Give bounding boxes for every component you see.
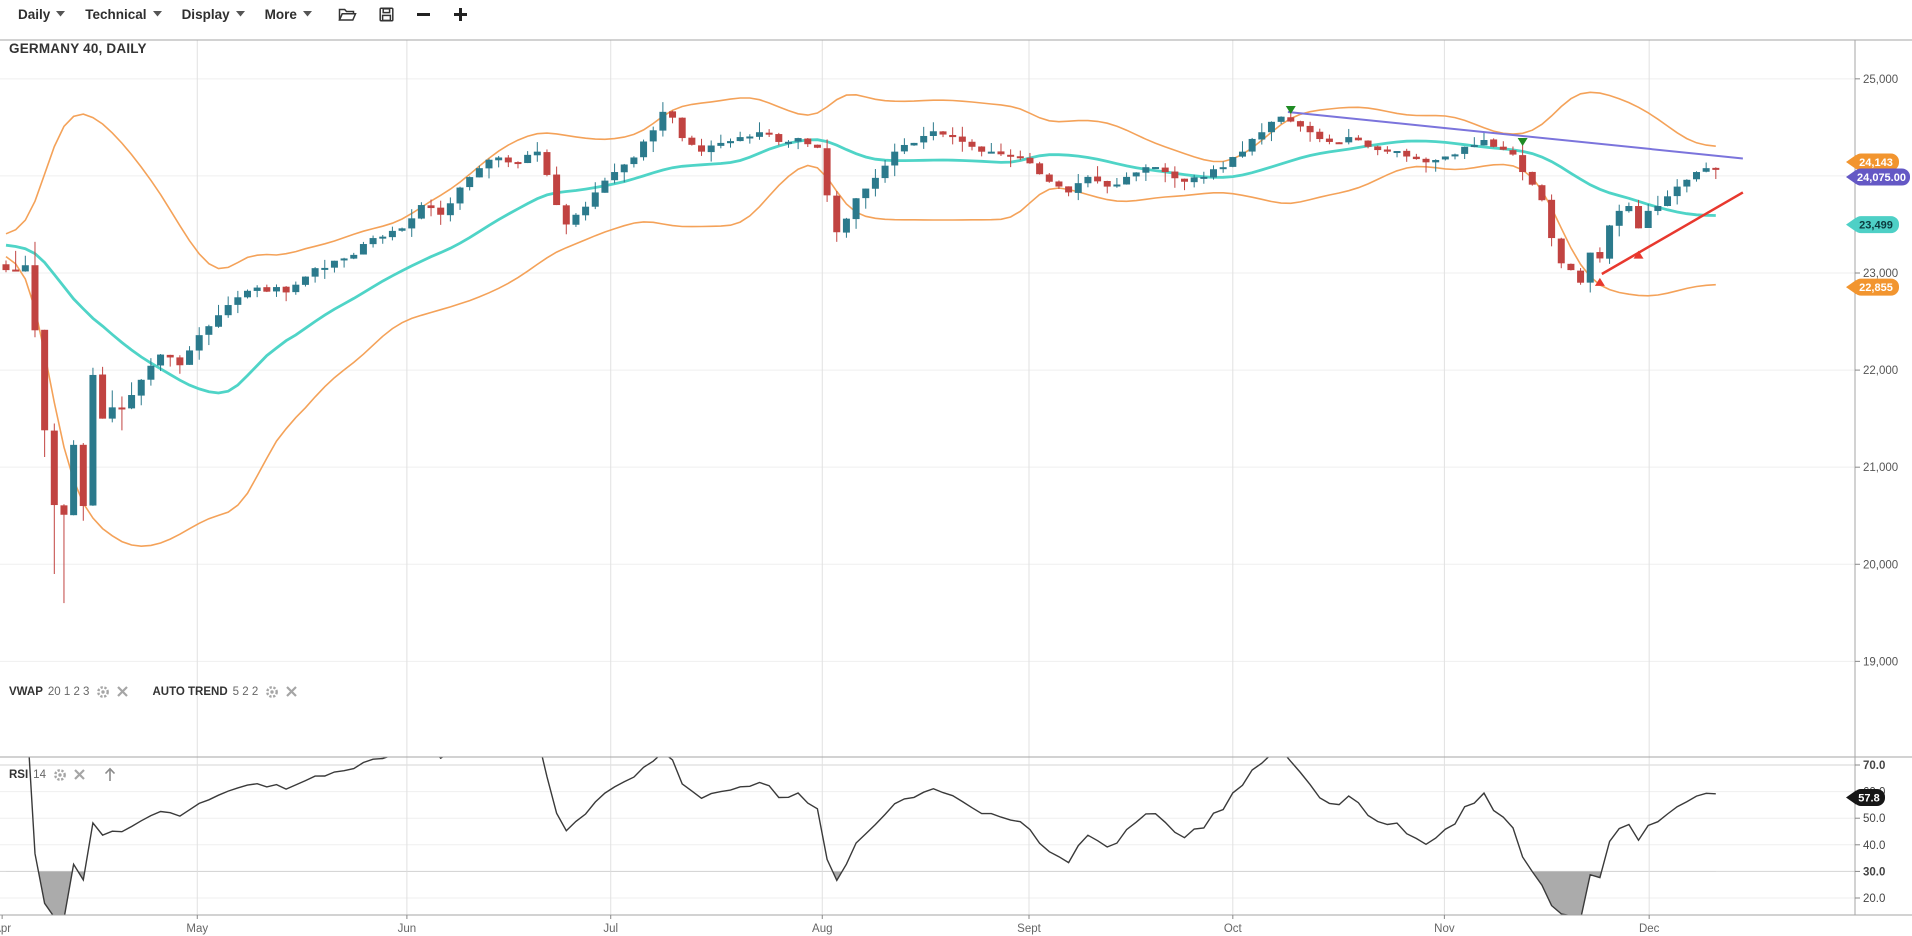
svg-text:30.0: 30.0 — [1863, 866, 1885, 878]
more-menu-label: More — [264, 6, 297, 22]
vwap-indicator-row: VWAP 20 1 2 3 AUTO TREND 5 2 2 — [9, 684, 297, 699]
rsi-oversold-fill — [38, 871, 1602, 915]
gridlines — [0, 40, 1855, 915]
plus-icon — [453, 7, 467, 21]
autotrend-params: 5 2 2 — [232, 685, 259, 698]
auto-trend-resistance-line[interactable] — [1287, 111, 1743, 160]
sell-signal-marker — [1285, 106, 1296, 115]
close-icon[interactable] — [286, 686, 297, 697]
rsi-indicator-row: RSI 14 — [9, 767, 117, 782]
svg-text:50.0: 50.0 — [1863, 813, 1885, 825]
lower-band-badge: 22,855 — [1846, 278, 1899, 296]
chart-area: 25,00024,00023,00022,00021,00020,00019,0… — [0, 28, 1912, 936]
svg-text:24,143: 24,143 — [1859, 157, 1893, 169]
svg-text:Oct: Oct — [1224, 923, 1243, 935]
display-menu[interactable]: Display — [172, 3, 255, 26]
svg-text:22,000: 22,000 — [1863, 365, 1898, 377]
pane-borders — [0, 39, 1912, 916]
zoom-out-button[interactable] — [410, 5, 437, 24]
save-button[interactable] — [373, 5, 400, 24]
svg-text:23,000: 23,000 — [1863, 268, 1898, 280]
svg-text:23,499: 23,499 — [1859, 220, 1893, 232]
svg-text:19,000: 19,000 — [1863, 656, 1898, 668]
rsi-line — [28, 757, 1716, 915]
chevron-down-icon — [56, 11, 66, 17]
close-icon[interactable] — [117, 686, 129, 697]
svg-text:40.0: 40.0 — [1863, 840, 1885, 852]
technical-menu[interactable]: Technical — [75, 3, 171, 26]
timeframe-menu[interactable]: Daily — [8, 3, 75, 26]
display-menu-label: Display — [181, 6, 230, 22]
gear-icon[interactable] — [265, 685, 279, 699]
toolbar: Daily Technical Display More — [0, 0, 1912, 28]
bollinger-lower-line — [5, 163, 1716, 548]
chevron-down-icon — [235, 11, 245, 17]
technical-menu-label: Technical — [85, 6, 147, 22]
svg-text:Aug: Aug — [812, 923, 832, 935]
svg-text:21,000: 21,000 — [1863, 462, 1898, 474]
vwap-label: VWAP — [9, 685, 43, 698]
candles-layer — [2, 102, 1720, 604]
open-file-button[interactable] — [332, 5, 363, 24]
buy-signal-marker — [1633, 250, 1644, 259]
chevron-down-icon — [302, 11, 312, 17]
price-axis[interactable]: 25,00024,00023,00022,00021,00020,00019,0… — [1855, 74, 1898, 905]
price-pane — [5, 91, 1716, 548]
gear-icon[interactable] — [96, 685, 110, 699]
svg-text:22,855: 22,855 — [1859, 282, 1893, 294]
svg-text:Dec: Dec — [1639, 923, 1660, 935]
rsi-pane — [28, 757, 1716, 915]
upper-band-badge: 24,143 — [1846, 153, 1899, 171]
close-icon[interactable] — [74, 769, 85, 780]
svg-text:Jul: Jul — [603, 923, 618, 935]
autotrend-label: AUTO TREND — [152, 685, 228, 698]
svg-text:25,000: 25,000 — [1863, 74, 1898, 86]
vwap-badge: 23,499 — [1846, 216, 1899, 234]
buy-signal-marker — [1594, 277, 1605, 286]
bollinger-upper-line — [5, 91, 1716, 270]
svg-text:57.8: 57.8 — [1858, 792, 1879, 804]
minus-icon — [416, 12, 430, 16]
rsi-label: RSI — [9, 768, 29, 781]
chart-title: GERMANY 40, DAILY — [9, 41, 147, 56]
vwap-line — [5, 138, 1716, 395]
vwap-params: 20 1 2 3 — [47, 685, 90, 698]
svg-text:20,000: 20,000 — [1863, 559, 1898, 571]
gear-icon[interactable] — [53, 768, 67, 782]
timeframe-menu-label: Daily — [18, 6, 51, 22]
open-folder-icon — [338, 8, 357, 21]
svg-text:Jun: Jun — [398, 923, 417, 935]
rsi-value-badge: 57.8 — [1846, 788, 1885, 806]
time-axis[interactable]: Apr May Jun Jul Aug Sept Oct Nov Dec — [0, 915, 1660, 935]
svg-text:20.0: 20.0 — [1863, 893, 1885, 905]
zoom-in-button[interactable] — [447, 5, 474, 24]
sell-signal-marker — [1517, 138, 1528, 147]
move-pane-up-icon[interactable] — [103, 767, 117, 782]
more-menu[interactable]: More — [255, 3, 322, 26]
svg-text:Apr: Apr — [0, 923, 11, 935]
rsi-params: 14 — [33, 768, 46, 781]
auto-trend-support-line[interactable] — [1601, 191, 1744, 276]
svg-text:Sept: Sept — [1017, 923, 1041, 935]
svg-text:Nov: Nov — [1434, 923, 1455, 935]
svg-text:70.0: 70.0 — [1863, 760, 1885, 772]
chart-canvas[interactable]: 25,00024,00023,00022,00021,00020,00019,0… — [0, 28, 1912, 936]
last-price-badge: 24,075.00 — [1846, 168, 1910, 186]
svg-text:24,075.00: 24,075.00 — [1857, 172, 1906, 184]
svg-text:May: May — [186, 923, 208, 935]
chevron-down-icon — [152, 11, 162, 17]
save-icon — [379, 6, 394, 22]
